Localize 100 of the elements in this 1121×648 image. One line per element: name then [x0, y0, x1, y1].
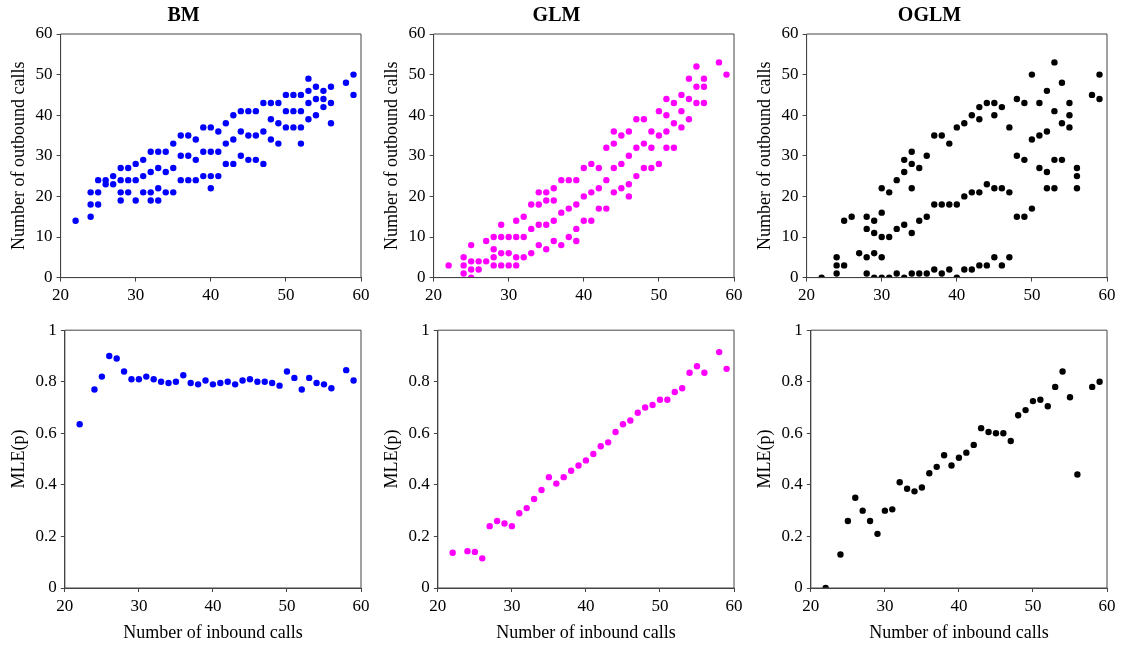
chart-title: GLM: [532, 3, 581, 26]
point: [641, 404, 649, 411]
point: [501, 520, 508, 527]
x-tick-label: 30: [500, 285, 518, 305]
point: [1059, 368, 1066, 375]
x-tick-label: 50: [651, 595, 669, 615]
point: [98, 373, 106, 380]
point: [1014, 412, 1022, 419]
x-axis-title: Number of inbound calls: [496, 621, 676, 642]
x-tick-label: 50: [1023, 285, 1041, 305]
y-tick-label: 0: [417, 267, 426, 287]
point: [612, 428, 619, 436]
x-tick-label: 50: [278, 595, 296, 615]
point: [911, 488, 918, 495]
point: [715, 348, 723, 356]
x-tick-label: 50: [277, 285, 295, 305]
point: [918, 484, 926, 491]
point: [538, 486, 545, 494]
point: [1044, 403, 1051, 410]
y-tick-label: 0.4: [408, 474, 431, 494]
y-tick-label: 10: [781, 226, 799, 246]
point: [254, 378, 261, 385]
x-tick-label: 30: [127, 285, 145, 305]
point: [837, 551, 844, 558]
x-tick-label: 30: [873, 285, 891, 305]
point: [701, 369, 708, 376]
point: [1096, 378, 1103, 385]
point: [1051, 383, 1059, 391]
y-axis-title: MLE(p): [753, 429, 775, 489]
point: [627, 417, 634, 424]
x-tick-label: 40: [575, 285, 593, 305]
point: [194, 381, 202, 388]
point: [276, 382, 283, 389]
point: [545, 473, 553, 481]
point: [231, 381, 239, 388]
y-tick-label: 10: [35, 226, 53, 246]
y-tick-label: 0: [44, 267, 53, 287]
x-tick-label: 30: [130, 595, 148, 615]
point: [926, 470, 933, 477]
x-tick-label: 60: [352, 595, 370, 615]
y-tick-label: 0.4: [781, 474, 804, 494]
point: [852, 494, 859, 501]
point: [866, 517, 874, 525]
point: [992, 430, 1000, 437]
point: [859, 507, 866, 514]
point: [1000, 430, 1007, 437]
x-tick-label: 60: [725, 285, 743, 305]
point: [649, 401, 656, 409]
x-tick-label: 50: [650, 285, 668, 305]
point: [656, 396, 664, 404]
point: [955, 454, 963, 462]
y-tick-label: 50: [35, 64, 53, 84]
y-tick-label: 40: [408, 104, 426, 124]
point: [350, 377, 357, 384]
point: [209, 381, 217, 388]
y-tick-label: 1: [794, 319, 803, 339]
y-tick-label: 20: [408, 185, 426, 205]
x-tick-label: 60: [1098, 285, 1116, 305]
point: [530, 495, 538, 503]
point: [217, 379, 224, 387]
point: [516, 510, 523, 517]
y-tick-label: 0: [794, 577, 803, 597]
point: [239, 377, 246, 384]
point: [977, 424, 985, 432]
point: [948, 462, 955, 469]
point: [246, 375, 254, 383]
point: [693, 363, 701, 370]
point: [187, 379, 194, 387]
point: [342, 366, 350, 374]
point: [291, 374, 298, 382]
point: [903, 485, 911, 492]
y-tick-label: 0: [48, 577, 57, 597]
y-tick-label: 10: [408, 226, 426, 246]
y-tick-label: 0.4: [35, 474, 58, 494]
x-tick-label: 40: [204, 595, 222, 615]
point: [1022, 406, 1029, 414]
point: [157, 378, 165, 385]
point: [180, 372, 187, 379]
x-tick-label: 30: [876, 595, 894, 615]
point: [305, 374, 313, 382]
x-tick-label: 60: [352, 285, 370, 305]
point: [671, 388, 678, 396]
point: [664, 396, 671, 404]
y-tick-label: 30: [35, 145, 53, 165]
y-axis-title: Number of outbound calls: [753, 61, 774, 251]
y-tick-label: 0.8: [408, 371, 430, 391]
point: [283, 368, 291, 375]
y-tick-label: 30: [408, 145, 426, 165]
y-tick-label: 0: [421, 577, 430, 597]
point: [881, 507, 889, 514]
point: [634, 409, 641, 416]
y-tick-label: 50: [781, 64, 799, 84]
y-axis-title: Number of outbound calls: [380, 61, 401, 251]
y-tick-label: 60: [35, 23, 53, 43]
point: [298, 386, 305, 393]
y-tick-label: 1: [421, 319, 430, 339]
point: [268, 379, 276, 387]
y-tick-label: 0.8: [35, 371, 57, 391]
point: [597, 443, 604, 450]
point: [202, 377, 209, 384]
